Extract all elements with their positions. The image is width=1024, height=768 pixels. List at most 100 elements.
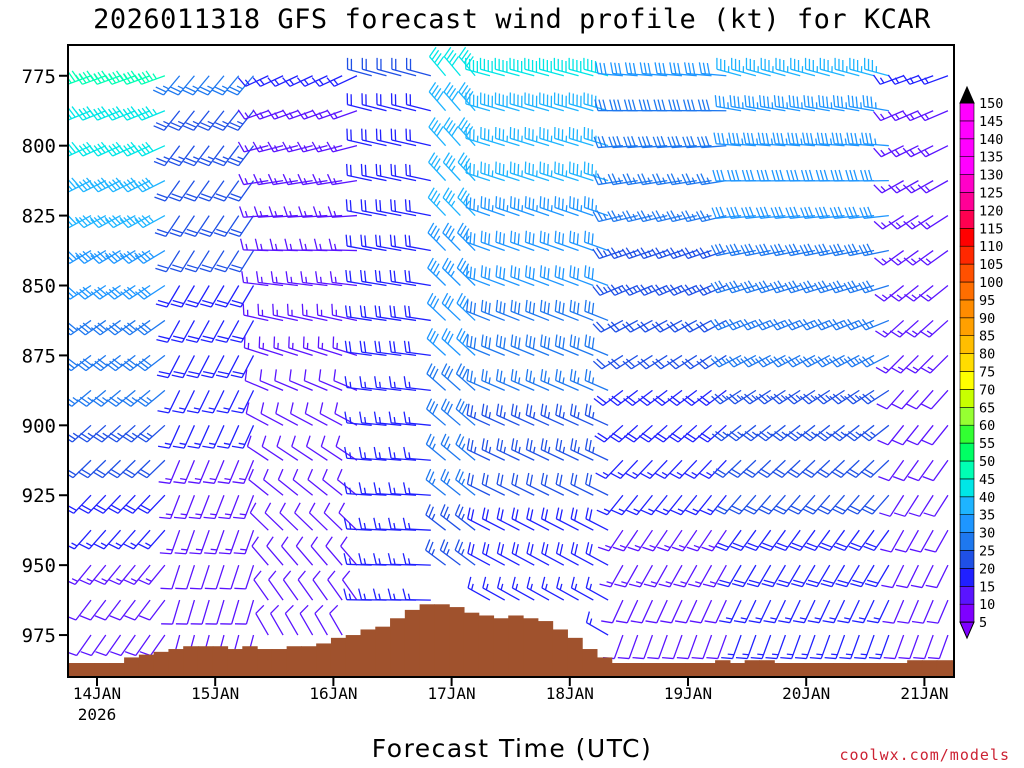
barb-feather (105, 327, 116, 336)
wind-barb (602, 634, 624, 660)
barb-feather (829, 207, 836, 219)
wind-barb (171, 320, 195, 343)
wind-barb (755, 206, 786, 219)
barb-feather (495, 334, 499, 346)
barb-half-feather (800, 138, 803, 145)
barb-half-feather (259, 79, 265, 86)
barb-shaft (406, 68, 431, 77)
barb-shaft (495, 241, 520, 252)
barb-shaft (240, 285, 255, 308)
barb-shaft (216, 599, 225, 625)
barb-shaft (634, 459, 653, 479)
barb-feather (212, 160, 224, 167)
colorbar-label: 125 (979, 186, 1003, 202)
barb-feather (627, 136, 633, 148)
barb-feather (778, 620, 790, 624)
barb-shaft (467, 552, 491, 566)
wind-barb (68, 599, 92, 621)
wind-barb (203, 494, 225, 520)
barb-shaft (272, 214, 298, 218)
barb-feather (121, 471, 133, 479)
credit-link[interactable]: coolwx.com/models (839, 746, 1010, 764)
barb-half-feather (89, 216, 95, 223)
barb-feather (503, 302, 506, 315)
colorbar-label: 10 (979, 597, 995, 613)
wind-barb (524, 126, 550, 147)
barb-feather (592, 173, 599, 185)
x-tick-label: 19JAN (664, 684, 712, 703)
barb-feather (695, 211, 703, 222)
wind-barb (228, 215, 255, 237)
barb-half-feather (378, 381, 382, 389)
wind-barb (259, 369, 284, 391)
barb-shaft (346, 316, 372, 322)
barb-feather (736, 133, 740, 145)
wind-barb (344, 305, 372, 322)
barb-feather (792, 95, 795, 108)
barb-feather (443, 117, 451, 128)
barb-shaft (84, 284, 107, 300)
wind-barb (326, 141, 358, 153)
wind-barb (466, 299, 491, 322)
barb-half-feather (592, 412, 595, 419)
barb-feather (496, 507, 501, 519)
barb-feather (725, 282, 733, 294)
barb-feather (919, 330, 930, 338)
barb-feather (833, 207, 840, 219)
barb-half-feather (116, 396, 123, 402)
wind-barb (698, 62, 727, 77)
wind-barb (358, 553, 387, 566)
barb-shaft (525, 345, 550, 357)
barb-shaft (455, 479, 476, 496)
wind-barb (171, 355, 196, 379)
barb-half-feather (500, 583, 504, 591)
wind-barb (340, 536, 358, 566)
barb-shaft (863, 143, 889, 147)
wind-barb (741, 206, 771, 219)
barb-shaft (555, 483, 579, 496)
barb-feather (349, 270, 352, 283)
barb-shaft (105, 634, 122, 656)
barb-feather (684, 472, 695, 480)
wind-barb (662, 634, 683, 660)
barb-shaft (661, 389, 683, 406)
barb-feather (789, 468, 801, 476)
barb-feather (714, 244, 722, 256)
barb-feather (441, 363, 448, 375)
wind-barb (304, 402, 328, 426)
wind-barb (282, 570, 299, 601)
barb-feather (725, 358, 735, 368)
barb-half-feather (910, 258, 917, 264)
barb-shaft (231, 599, 240, 625)
barb-feather (807, 243, 814, 255)
barb-feather (892, 476, 905, 482)
barb-feather (880, 548, 892, 553)
barb-shaft (717, 634, 727, 659)
wind-barb (759, 95, 786, 112)
barb-half-feather (844, 138, 847, 145)
barb-shaft (701, 145, 727, 149)
terrain-column (951, 660, 954, 677)
barb-feather (652, 360, 662, 370)
barb-shaft (184, 494, 196, 519)
barb-half-feather (521, 205, 524, 212)
barb-half-feather (692, 508, 699, 513)
barb-shaft (229, 529, 240, 554)
barb-shaft (168, 425, 181, 449)
barb-half-feather (222, 120, 229, 125)
barb-feather (358, 588, 363, 600)
barb-feather (595, 284, 605, 295)
barb-feather (253, 206, 259, 218)
wind-barb (637, 136, 668, 149)
barb-feather (480, 230, 483, 243)
barb-feather (776, 132, 780, 145)
wind-barb (909, 529, 934, 553)
barb-shaft (209, 215, 225, 237)
barb-feather (686, 99, 692, 111)
barb-feather (199, 267, 211, 273)
barb-feather (200, 303, 212, 308)
barb-shaft (143, 284, 166, 300)
barb-shaft (305, 412, 328, 426)
wind-barb (277, 468, 299, 496)
barb-shaft (480, 241, 505, 252)
